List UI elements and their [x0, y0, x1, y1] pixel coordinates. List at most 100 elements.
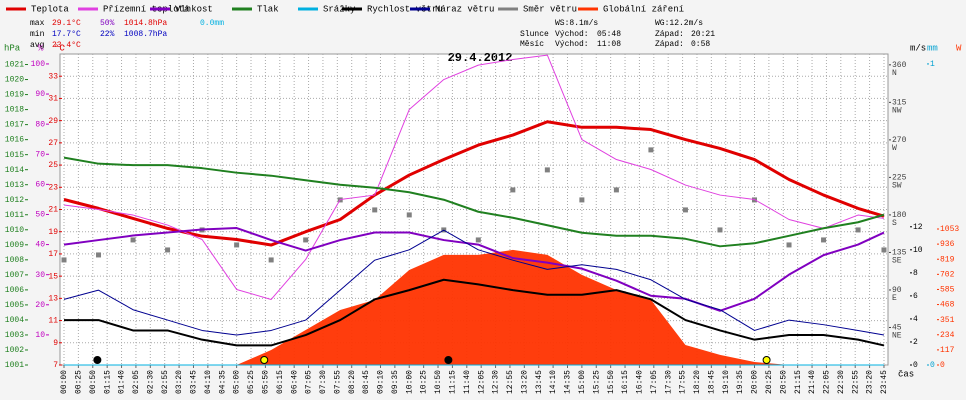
y-tick-label: 1005 — [5, 301, 24, 310]
point — [613, 187, 619, 193]
x-tick-label: 17:55 — [679, 370, 688, 394]
stat: 29.1°C — [52, 19, 81, 28]
x-tick-label: 07:55 — [333, 370, 342, 394]
x-tick-label: 15:25 — [592, 370, 601, 394]
x-tick-label: 09:35 — [391, 370, 400, 394]
axis-unit: mm — [927, 43, 938, 53]
y-tick-label: 351 — [940, 316, 955, 325]
y-tick-label: 1009 — [5, 241, 24, 250]
y-tick-name: SE — [892, 257, 902, 266]
y-tick-label: 7 — [53, 361, 58, 370]
x-tick-label: 22:55 — [851, 370, 860, 394]
y-tick-label: 819 — [940, 255, 955, 264]
legend-label: Teplota — [31, 4, 69, 14]
y-tick-label: 1011 — [5, 211, 24, 220]
y-tick-label: 936 — [940, 240, 955, 249]
y-tick-name: NE — [892, 332, 902, 341]
x-tick-label: 00:00 — [60, 370, 69, 394]
point — [881, 247, 887, 253]
y-tick-label: 1018 — [5, 106, 24, 115]
stat: Východ: — [555, 40, 589, 49]
y-tick-label: 50 — [35, 211, 45, 220]
point — [61, 257, 67, 263]
y-tick-label: 1002 — [5, 346, 24, 355]
y-tick-label: 25 — [48, 161, 58, 170]
legend-label: Srážky — [323, 4, 356, 14]
x-tick-label: 15:00 — [578, 370, 587, 394]
stat: avg — [30, 41, 45, 50]
point — [234, 242, 240, 248]
y-tick-label: 0 — [930, 361, 935, 370]
line — [63, 54, 885, 300]
y-tick-label: 225 — [892, 174, 907, 183]
area — [64, 249, 884, 365]
stat: 11:08 — [597, 40, 621, 49]
stat: 0:58 — [691, 40, 710, 49]
point — [406, 212, 412, 218]
y-tick-label: 1017 — [5, 121, 24, 130]
y-tick-label: 33 — [48, 72, 58, 81]
x-tick-label: 02:05 — [132, 370, 141, 394]
stat: WS:8.1m/s — [555, 19, 598, 28]
x-tick-label: 21:40 — [808, 370, 817, 394]
x-tick-label: 00:25 — [74, 370, 83, 394]
stat: WG:12.2m/s — [655, 19, 703, 28]
y-tick-name: W — [892, 144, 897, 153]
point — [648, 147, 654, 153]
y-tick-label: 40 — [35, 241, 45, 250]
axis-unit: hPa — [4, 43, 21, 53]
y-tick-label: 6 — [913, 292, 918, 301]
point — [475, 237, 481, 243]
x-tick-label: 19:35 — [736, 370, 745, 394]
y-tick-label: 1006 — [5, 286, 24, 295]
stat: 22% — [100, 30, 115, 39]
point — [821, 237, 827, 243]
x-tick-label: 19:10 — [722, 370, 731, 394]
axis-unit: % — [38, 43, 44, 53]
line — [63, 227, 885, 312]
stat: Západ: — [655, 30, 684, 39]
y-tick-label: 1053 — [940, 225, 959, 234]
x-tick-label: 12:55 — [506, 370, 515, 394]
y-tick-label: 29 — [48, 117, 58, 126]
x-tick-label: 18:45 — [707, 370, 716, 394]
point — [579, 197, 585, 203]
point — [165, 247, 171, 253]
y-tick-label: 15 — [48, 272, 58, 281]
point — [268, 257, 274, 263]
y-tick-label: 1020 — [5, 76, 24, 85]
grid — [63, 54, 888, 366]
x-tick-label: 20:00 — [751, 370, 760, 394]
y-tick-label: 21 — [48, 206, 58, 215]
x-tick-label: 01:40 — [118, 370, 127, 394]
y-tick-label: 90 — [35, 90, 45, 99]
x-tick-label: 20:50 — [779, 370, 788, 394]
legend-label: Směr větru — [523, 4, 577, 14]
x-tick-label: 15:50 — [607, 370, 616, 394]
x-tick-label: 10:50 — [434, 370, 443, 394]
point — [372, 207, 378, 213]
x-tick-label: 10:25 — [420, 370, 429, 394]
y-tick-label: 80 — [35, 120, 45, 129]
y-tick-label: 1 — [930, 60, 935, 69]
y-tick-label: 1010 — [5, 226, 24, 235]
y-tick-label: 234 — [940, 331, 955, 340]
stat: Slunce — [520, 30, 549, 39]
x-tick-label: 07:30 — [319, 370, 328, 394]
y-tick-label: 117 — [940, 346, 955, 355]
line — [63, 120, 885, 247]
y-tick-label: 19 — [48, 228, 58, 237]
sun-marker — [762, 356, 771, 364]
x-tick-label: 07:05 — [305, 370, 314, 394]
y-tick-label: 585 — [940, 286, 955, 295]
y-tick-label: 1004 — [5, 316, 24, 325]
stat: min — [30, 30, 45, 39]
x-tick-label: 13:20 — [520, 370, 529, 394]
stat: 17.7°C — [52, 30, 81, 39]
x-tick-label: 06:15 — [276, 370, 285, 394]
point — [682, 207, 688, 213]
chart-title: 29.4.2012 — [448, 51, 513, 65]
stat: 1014.8hPa — [124, 19, 167, 28]
y-tick-label: 1008 — [5, 256, 24, 265]
